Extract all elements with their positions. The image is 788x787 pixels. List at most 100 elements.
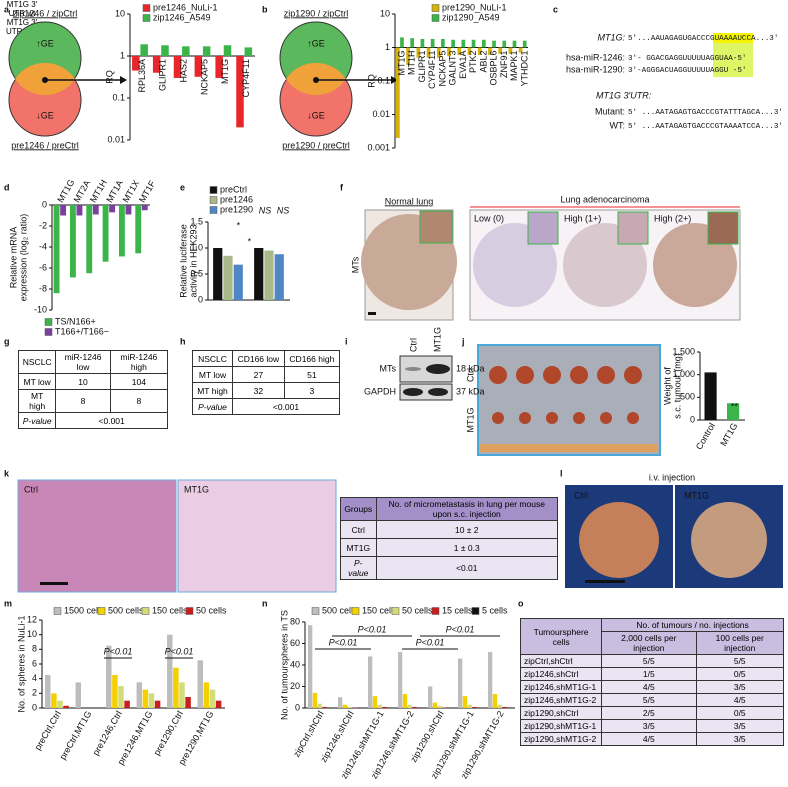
bar xyxy=(512,40,517,48)
table-row: MT1G 1 ± 0.3 xyxy=(340,538,559,557)
bar xyxy=(442,707,447,708)
bar xyxy=(236,56,244,128)
bar xyxy=(60,205,67,216)
table-cell: 0/5 xyxy=(695,706,785,720)
bar xyxy=(400,37,404,48)
bar xyxy=(426,47,431,58)
table-cell: CD166 low xyxy=(232,350,285,367)
y-tick-label: 80 xyxy=(290,616,300,626)
table-row: Groups No. of micrometastasis in lung per… xyxy=(340,497,559,521)
legend-label: 150 cells xyxy=(362,605,398,615)
bar xyxy=(432,702,438,708)
bar xyxy=(402,694,408,708)
bar xyxy=(322,706,327,708)
table-cell: Groups xyxy=(340,497,377,521)
bar xyxy=(377,704,382,708)
table-cell: NSCLC xyxy=(17,350,57,374)
bar xyxy=(233,264,243,300)
legend-swatch xyxy=(44,318,53,326)
x-tick-label: Control xyxy=(694,421,717,451)
x-tick-label: GALNT3 xyxy=(448,51,458,86)
y-tick-label: 0.001 xyxy=(367,142,390,152)
bar xyxy=(477,47,482,55)
table-cell: 2,000 cells per injection xyxy=(601,631,697,655)
table-row: MT low 27 51 xyxy=(192,366,341,383)
legend-swatch xyxy=(141,607,150,615)
x-tick-label: zipCtrl,shCtrl xyxy=(291,709,325,759)
table-cell: <0.01 xyxy=(375,556,559,580)
legend-swatch xyxy=(471,607,480,615)
y-tick-label: 4 xyxy=(32,673,37,683)
bar xyxy=(467,704,472,708)
legend-label: 150 cells xyxy=(152,605,188,615)
bar xyxy=(244,47,253,56)
bar xyxy=(274,254,284,300)
bar xyxy=(173,56,182,78)
label: 5′...AAUAGAGUGACCCGUAAAAUCCA...3′ xyxy=(628,35,778,43)
y-tick-label: 1.0 xyxy=(190,242,203,252)
western-blot xyxy=(399,355,453,401)
legend-swatch xyxy=(311,607,320,615)
y-axis-title: No. of tumourspheres in TS xyxy=(279,610,289,720)
legend-swatch xyxy=(53,607,62,615)
table-cell: <0.001 xyxy=(232,398,340,415)
bar xyxy=(125,205,132,215)
panel-letter: n xyxy=(262,598,268,608)
label: zip1290 / zipCtrl xyxy=(284,8,349,18)
x-tick-label: MT1G xyxy=(396,51,406,76)
bar xyxy=(338,697,343,708)
table-cell: zip1290,shMT1G-2 xyxy=(519,732,603,746)
histology-images xyxy=(17,479,337,593)
bar xyxy=(481,39,486,48)
y-tick-label: 1 xyxy=(120,50,125,60)
y-tick-label: 1,500 xyxy=(672,346,695,356)
panel-letter: j xyxy=(461,336,465,346)
table-cell: zip1246,shMT1G-2 xyxy=(519,693,603,707)
label: Ctrl xyxy=(24,484,38,494)
table-cell: MT high xyxy=(192,382,233,399)
bar xyxy=(406,47,410,66)
bar xyxy=(522,40,527,48)
label: Ctrl xyxy=(574,490,588,500)
label: MTs xyxy=(380,363,397,373)
bar xyxy=(441,38,445,48)
y-tick-label: 0.01 xyxy=(107,134,125,144)
bar xyxy=(412,706,417,708)
panel-letter: b xyxy=(262,4,268,14)
bar xyxy=(420,38,425,48)
y-tick-label: 10 xyxy=(27,629,37,639)
label: ↓GE xyxy=(307,110,325,120)
y-tick-label: 1 xyxy=(385,42,390,52)
x-tick-label: MT1G xyxy=(718,421,739,448)
table-cell: zip1246,shMT1G-1 xyxy=(519,680,603,694)
legend-label: 50 cells xyxy=(196,605,227,615)
bar xyxy=(492,694,498,708)
bar xyxy=(451,39,455,48)
bar xyxy=(132,56,140,71)
bar xyxy=(223,255,233,300)
bar xyxy=(86,205,93,274)
table-cell: 3/5 xyxy=(695,732,785,746)
legend-label: pre1290 xyxy=(220,204,253,214)
y-tick-label: -6 xyxy=(39,262,47,272)
annotation: P<0.01 xyxy=(104,646,133,656)
y-tick-label: 12 xyxy=(27,614,37,624)
legend-swatch xyxy=(142,14,151,22)
table-cell: 0/5 xyxy=(695,667,785,681)
label: ↓GE xyxy=(36,110,54,120)
bar xyxy=(154,700,161,708)
table-row: zip1246,shMT1G-2 5/5 4/5 xyxy=(519,693,785,707)
annotation: NS xyxy=(277,205,290,215)
table-cell: CD166 high xyxy=(283,350,341,367)
y-tick-label: -10 xyxy=(34,304,47,314)
bar xyxy=(57,700,63,708)
bar xyxy=(264,250,274,300)
table: Groups No. of micrometastasis in lung per… xyxy=(340,497,559,580)
label: MT1G xyxy=(465,407,475,432)
x-tick-label: ZNF91 xyxy=(499,51,509,79)
y-tick-label: 0 xyxy=(690,414,695,424)
label: 5′ ...AATAGAGTGACCCGTAAAATCCA...3′ xyxy=(628,123,783,131)
label: WT: xyxy=(610,120,626,130)
table-cell: 4/5 xyxy=(601,680,697,694)
